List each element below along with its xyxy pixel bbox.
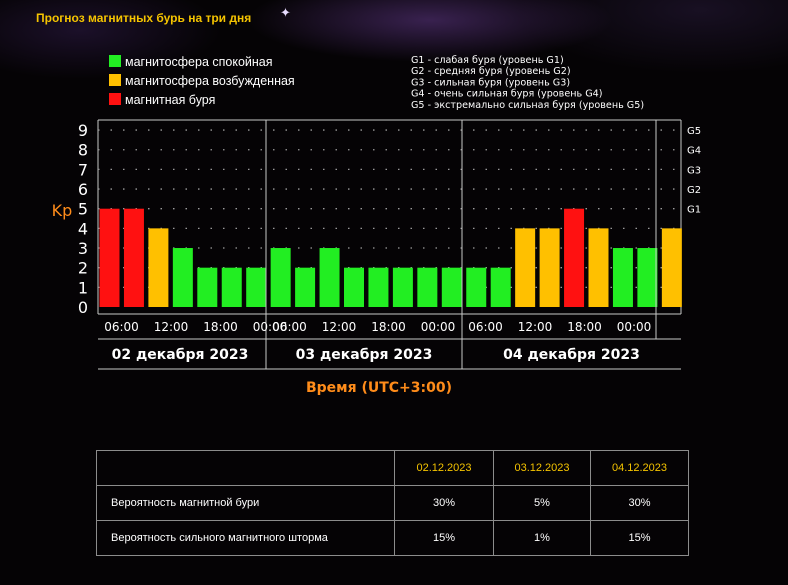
y-tick-label: 3 [78, 239, 88, 258]
g-scale-legend-item: G5 - экстремально сильная буря (уровень … [411, 100, 644, 111]
x-tick-label: 12:00 [154, 320, 189, 334]
x-tick-label: 06:00 [272, 320, 307, 334]
kp-bar [637, 248, 658, 307]
y-tick-label: 5 [78, 200, 88, 219]
storm-probability-table: 02.12.2023 03.12.2023 04.12.2023 Вероятн… [96, 450, 689, 556]
kp-bar [539, 228, 560, 307]
g-scale-legend-item: G3 - сильная буря (уровень G3) [411, 77, 570, 88]
kp-bar [588, 228, 609, 307]
table-header-cell: 02.12.2023 [394, 450, 494, 486]
kp-bar [490, 267, 511, 307]
kp-bar [99, 208, 120, 307]
g-level-label: G4 [687, 146, 701, 157]
y-tick-label: 9 [78, 121, 88, 140]
table-header-cell: 03.12.2023 [493, 450, 591, 486]
kp-bar [123, 208, 144, 307]
x-tick-label: 00:00 [421, 320, 456, 334]
table-cell: 5% [493, 485, 591, 521]
table-header-cell [96, 450, 395, 486]
date-label: 03 декабря 2023 [296, 347, 433, 363]
legend-label: магнитосфера возбужденная [125, 74, 295, 88]
table-cell: 30% [394, 485, 494, 521]
y-tick-label: 1 [78, 278, 88, 297]
x-tick-label: 18:00 [371, 320, 406, 334]
y-tick-label: 7 [78, 160, 88, 179]
kp-bar [515, 228, 536, 307]
kp-bar [319, 248, 340, 307]
kp-bar [661, 228, 682, 307]
x-tick-label: 00:00 [617, 320, 652, 334]
x-axis-label: Время (UTC+3:00) [306, 380, 452, 396]
kp-bar [172, 248, 193, 307]
y-tick-label: 2 [78, 259, 88, 278]
x-tick-label: 12:00 [518, 320, 553, 334]
g-scale-legend-item: G1 - слабая буря (уровень G1) [411, 55, 564, 66]
x-tick-label: 12:00 [322, 320, 357, 334]
kp-bar [466, 267, 487, 307]
legend-swatch [109, 74, 121, 86]
x-tick-label: 18:00 [203, 320, 238, 334]
kp-bar [417, 267, 438, 307]
date-label: 04 декабря 2023 [503, 347, 640, 363]
kp-forecast-chart: магнитосфера спокойная магнитосфера возбу… [52, 55, 701, 396]
table-cell: 1% [493, 520, 591, 556]
kp-bar [246, 267, 267, 307]
table-cell: 30% [590, 485, 689, 521]
legend-label: магнитная буря [125, 93, 215, 107]
sparkle-icon: ✦ [280, 6, 291, 21]
x-tick-label: 06:00 [468, 320, 503, 334]
y-tick-label: 4 [78, 219, 88, 238]
page-title: Прогноз магнитных бурь на три дня [36, 11, 252, 25]
kp-bar [197, 267, 218, 307]
table-row: Вероятность сильного магнитного шторма 1… [96, 520, 689, 556]
y-tick-label: 6 [78, 180, 88, 199]
table-row: Вероятность магнитной бури 30% 5% 30% [96, 485, 689, 521]
kp-bar [564, 208, 585, 307]
g-scale-legend-item: G2 - средняя буря (уровень G2) [411, 66, 571, 77]
y-tick-label: 0 [78, 298, 88, 317]
date-label: 02 декабря 2023 [112, 347, 249, 363]
g-level-label: G1 [687, 205, 701, 216]
table-header-row: 02.12.2023 03.12.2023 04.12.2023 [96, 450, 689, 486]
x-tick-label: 06:00 [104, 320, 139, 334]
table-cell: 15% [590, 520, 689, 556]
table-row-label: Вероятность сильного магнитного шторма [96, 520, 395, 556]
kp-bar [392, 267, 413, 307]
legend-label: магнитосфера спокойная [125, 55, 273, 69]
kp-bar [441, 267, 462, 307]
x-tick-label: 18:00 [567, 320, 602, 334]
table-header-cell: 04.12.2023 [590, 450, 689, 486]
g-level-label: G3 [687, 165, 701, 176]
y-tick-label: 8 [78, 141, 88, 160]
table-row-label: Вероятность магнитной бури [96, 485, 395, 521]
kp-bar [295, 267, 316, 307]
g-level-label: G2 [687, 185, 701, 196]
kp-bar [270, 248, 291, 307]
kp-bar [344, 267, 364, 307]
legend-swatch [109, 93, 121, 105]
kp-bar [148, 228, 169, 307]
kp-bar [368, 267, 389, 307]
background-glow [0, 0, 788, 120]
y-axis-label: Kp [52, 201, 73, 220]
g-scale-legend-item: G4 - очень сильная буря (уровень G4) [411, 89, 602, 100]
kp-bar [612, 248, 633, 307]
kp-bar [221, 267, 242, 307]
table-cell: 15% [394, 520, 494, 556]
legend-swatch [109, 55, 121, 67]
g-level-label: G5 [687, 126, 701, 137]
x-tick-label: 00:00 [253, 320, 288, 334]
